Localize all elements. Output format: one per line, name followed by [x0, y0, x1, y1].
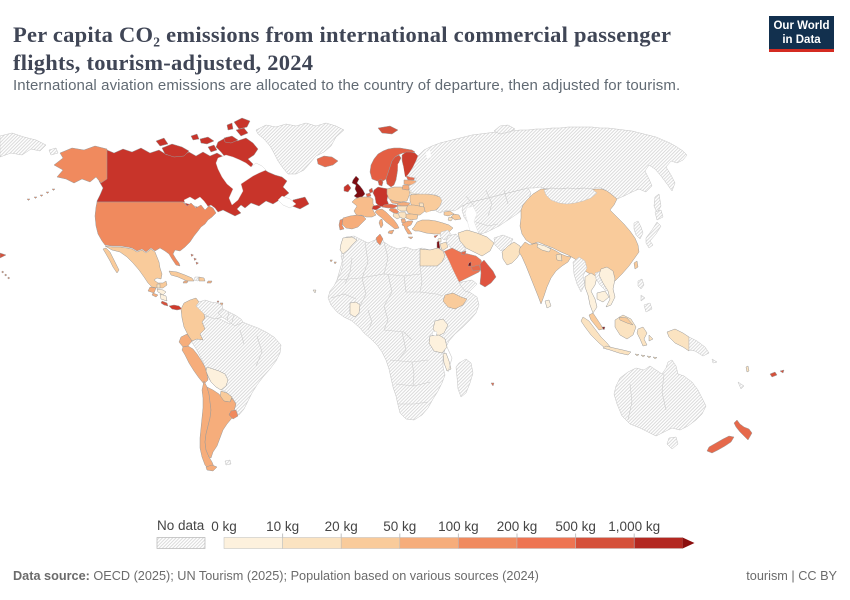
svg-text:0 kg: 0 kg — [211, 519, 237, 534]
svg-text:200 kg: 200 kg — [497, 519, 538, 534]
svg-text:500 kg: 500 kg — [555, 519, 596, 534]
svg-text:50 kg: 50 kg — [383, 519, 416, 534]
svg-text:100 kg: 100 kg — [438, 519, 479, 534]
svg-text:10 kg: 10 kg — [266, 519, 299, 534]
svg-text:1,000 kg: 1,000 kg — [608, 519, 660, 534]
svg-text:20 kg: 20 kg — [325, 519, 358, 534]
